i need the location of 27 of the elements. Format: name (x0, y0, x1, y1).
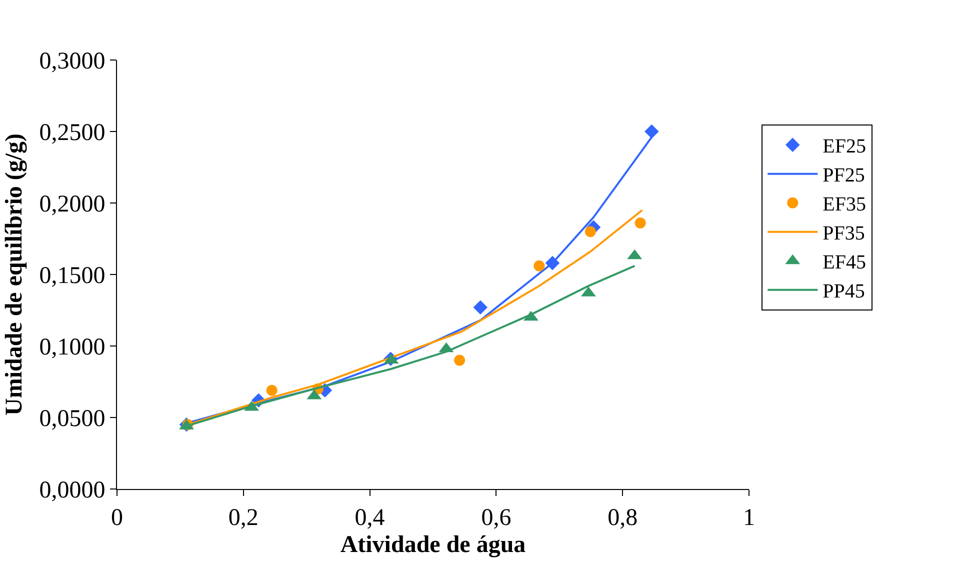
y-axis-title: Umidade de equilíbrio (g/g) (1, 133, 28, 416)
x-tick-label: 0,6 (481, 504, 512, 531)
y-tick-label: 0,2000 (39, 191, 106, 218)
x-tick-label: 0,2 (228, 504, 258, 531)
x-tick-label: 0,8 (608, 504, 638, 531)
legend-label: PF35 (822, 222, 865, 245)
x-tick-label: 0,4 (354, 504, 385, 531)
y-tick-label: 0,0000 (39, 477, 106, 504)
y-tick-label: 0,2500 (39, 120, 106, 146)
legend-label: EF45 (822, 252, 866, 274)
x-tick-label: 1 (743, 504, 755, 531)
y-tick-label: 0,0500 (39, 406, 106, 432)
x-tick-label: 0 (111, 504, 123, 531)
legend-label: PP45 (822, 280, 865, 303)
legend-label: PF25 (822, 164, 865, 187)
point (473, 300, 488, 315)
y-tick-label: 0,3000 (39, 48, 106, 74)
point (644, 124, 659, 139)
legend-label: EF25 (822, 136, 866, 158)
x-axis-title: Atividade de água (340, 532, 526, 558)
point (634, 218, 646, 229)
legend-label: EF35 (822, 194, 866, 216)
y-tick-label: 0,1000 (39, 334, 106, 360)
point (454, 354, 466, 366)
y-tick-label: 0,1500 (39, 262, 106, 289)
point (266, 384, 278, 396)
point (534, 260, 545, 272)
